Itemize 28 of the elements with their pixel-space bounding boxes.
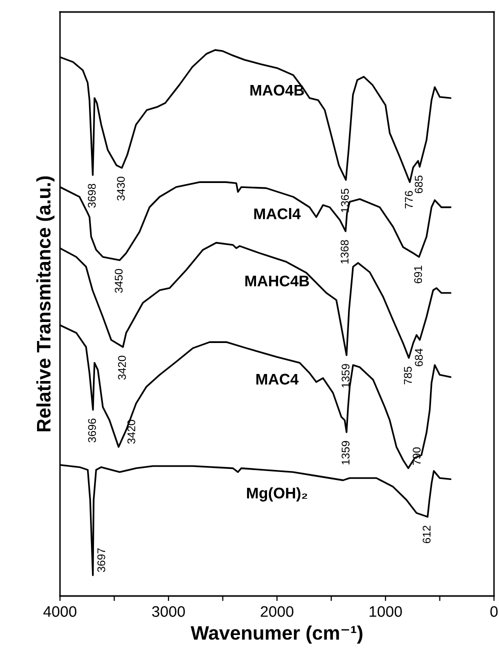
annotation: 1368 xyxy=(340,240,349,264)
annotation: 685 xyxy=(414,176,423,194)
x-tick-label: 0 xyxy=(490,606,498,617)
series-label: Mg(OH)₂ xyxy=(247,487,308,502)
annotation: 3698 xyxy=(88,184,96,208)
annotation: 776 xyxy=(404,190,413,208)
annotation: 684 xyxy=(414,348,423,366)
series-label: MAC4 xyxy=(256,374,299,385)
x-tick-label: 4000 xyxy=(43,606,76,617)
annotation: 3420 xyxy=(127,420,136,444)
annotation: 3430 xyxy=(116,176,125,201)
x-tick-label: 2000 xyxy=(260,606,294,617)
x-tick-label: 3000 xyxy=(152,606,185,617)
annotation: 3696 xyxy=(88,418,96,442)
x-axis-title: Wavenumer (cm⁻¹) xyxy=(190,626,362,644)
annotation: 612 xyxy=(422,526,431,544)
series-label: MACl4 xyxy=(254,208,301,220)
series-label: MAO4B xyxy=(250,84,304,96)
y-axis-title: Relative Transmitance (a.u.) xyxy=(36,176,54,432)
annotation: 1359 xyxy=(342,441,350,464)
annotation: 3450 xyxy=(114,268,123,293)
annotation: 3420 xyxy=(118,356,126,380)
annotation: 3697 xyxy=(97,548,106,572)
annotation: 785 xyxy=(404,366,412,384)
series-label: MAHC4B xyxy=(245,276,309,286)
x-tick-label: 1000 xyxy=(370,606,402,617)
annotation: 1359 xyxy=(342,364,350,388)
annotation: 691 xyxy=(414,266,422,284)
